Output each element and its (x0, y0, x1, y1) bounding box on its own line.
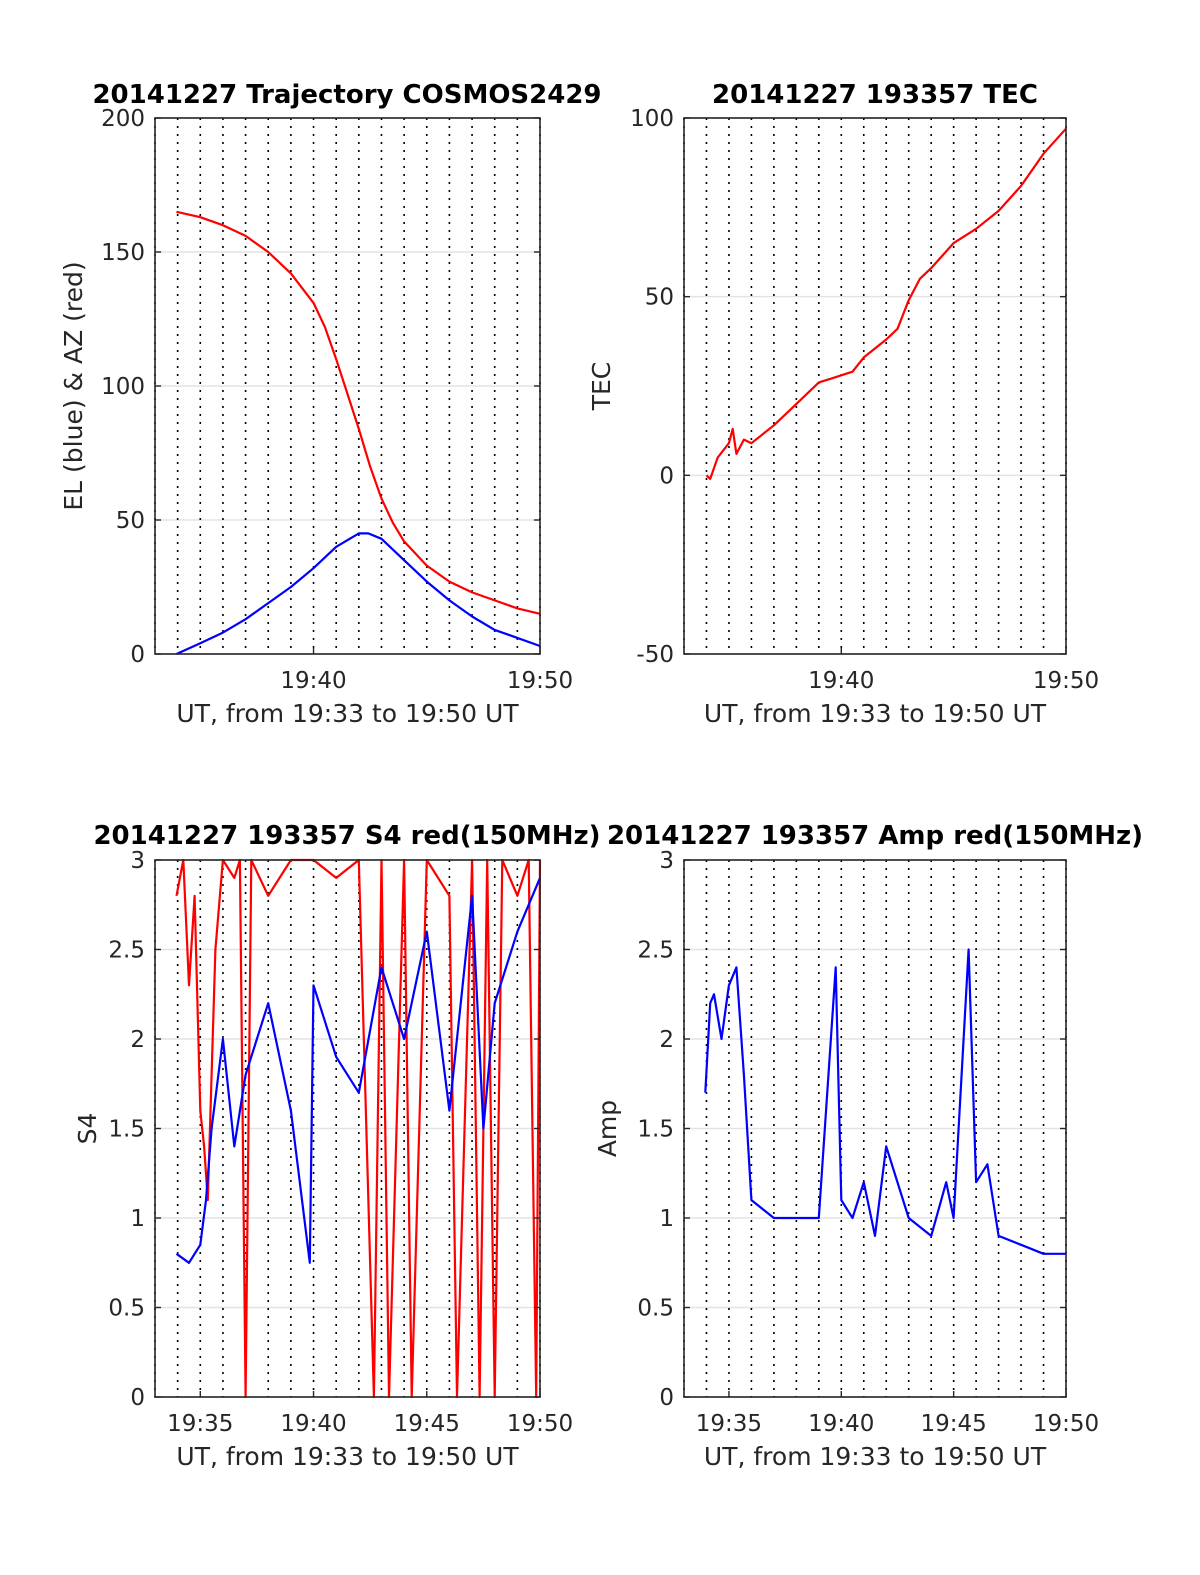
s4-series-1-line (175, 877, 542, 1264)
s4-ytick-label: 3 (130, 848, 145, 874)
s4-xtick-label: 19:40 (280, 1411, 346, 1437)
amp-title: 20141227 193357 Amp red(150MHz) (607, 821, 1143, 851)
trajectory-series-0-line (176, 210, 541, 615)
s4-title: 20141227 193357 S4 red(150MHz) (93, 821, 600, 851)
amp-xtick-label: 19:35 (696, 1411, 762, 1437)
amp-ytick-label: 1.5 (637, 1117, 674, 1143)
trajectory-ytick-label: 50 (116, 508, 145, 534)
trajectory-ytick-label: 100 (101, 374, 145, 400)
tec-ytick-label: -50 (636, 642, 674, 668)
amp-xtick-label: 19:40 (808, 1411, 874, 1437)
tec-xtick-label: 19:40 (808, 668, 874, 694)
amp-ylabel: Amp (593, 1100, 622, 1157)
s4-ylabel: S4 (73, 1113, 102, 1145)
tec-title: 20141227 193357 TEC (712, 80, 1038, 110)
amp-ytick-label: 0 (659, 1385, 674, 1411)
trajectory-ytick-label: 150 (101, 240, 145, 266)
tec-ytick-label: 100 (630, 106, 674, 132)
s4-xtick-label: 19:50 (507, 1411, 573, 1437)
tec-plot: -50 0 50 100 19:40 19:50 20141227 193357 TEC UT… (587, 80, 1099, 728)
trajectory-ytick-label: 200 (101, 106, 145, 132)
s4-ytick-label: 1 (130, 1206, 145, 1232)
tec-ylabel: TEC (587, 362, 616, 412)
tec-ytick-label: 50 (645, 285, 674, 311)
trajectory-plot: 0 50 100 150 200 19:40 19:50 20141227 Trajector… (59, 80, 602, 728)
amp-ytick-label: 1 (659, 1206, 674, 1232)
trajectory-ylabel: EL (blue) & AZ (red) (59, 261, 88, 510)
trajectory-title: 20141227 Trajectory COSMOS2429 (92, 80, 601, 110)
trajectory-series-1-line (176, 532, 541, 656)
tec-axes-frame (683, 117, 1067, 655)
tec-xtick-label: 19:50 (1033, 668, 1099, 694)
amp-ytick-label: 3 (659, 848, 674, 874)
trajectory-xtick-label: 19:40 (280, 668, 346, 694)
amp-xtick-label: 19:45 (920, 1411, 986, 1437)
amp-ytick-label: 2.5 (637, 938, 674, 964)
s4-xtick-label: 19:35 (167, 1411, 233, 1437)
amp-series-0-line (704, 948, 1066, 1255)
amp-ytick-label: 0.5 (637, 1296, 674, 1322)
tec-xlabel: UT, from 19:33 to 19:50 UT (704, 699, 1047, 728)
s4-ytick-label: 0 (130, 1385, 145, 1411)
amp-xtick-label: 19:50 (1033, 1411, 1099, 1437)
s4-xtick-label: 19:45 (394, 1411, 460, 1437)
tec-series-0-line (705, 127, 1067, 480)
amp-xlabel: UT, from 19:33 to 19:50 UT (704, 1442, 1047, 1471)
s4-ytick-label: 2.5 (108, 938, 145, 964)
trajectory-ytick-label: 0 (130, 642, 145, 668)
trajectory-xlabel: UT, from 19:33 to 19:50 UT (176, 699, 519, 728)
s4-xlabel: UT, from 19:33 to 19:50 UT (176, 1442, 519, 1471)
amp-plot: 0 0.5 1 1.5 2 2.5 3 19:35 19:40 19:45 19:50 2014122… (593, 821, 1143, 1471)
s4-ytick-label: 0.5 (108, 1296, 145, 1322)
s4-ytick-label: 1.5 (108, 1117, 145, 1143)
tec-ytick-label: 0 (659, 463, 674, 489)
amp-ytick-label: 2 (659, 1027, 674, 1053)
s4-plot: 0 0.5 1 1.5 2 2.5 3 19:35 19:40 19:45 19:50 2014122… (73, 821, 601, 1471)
trajectory-xtick-label: 19:50 (507, 668, 573, 694)
s4-ytick-label: 2 (130, 1027, 145, 1053)
